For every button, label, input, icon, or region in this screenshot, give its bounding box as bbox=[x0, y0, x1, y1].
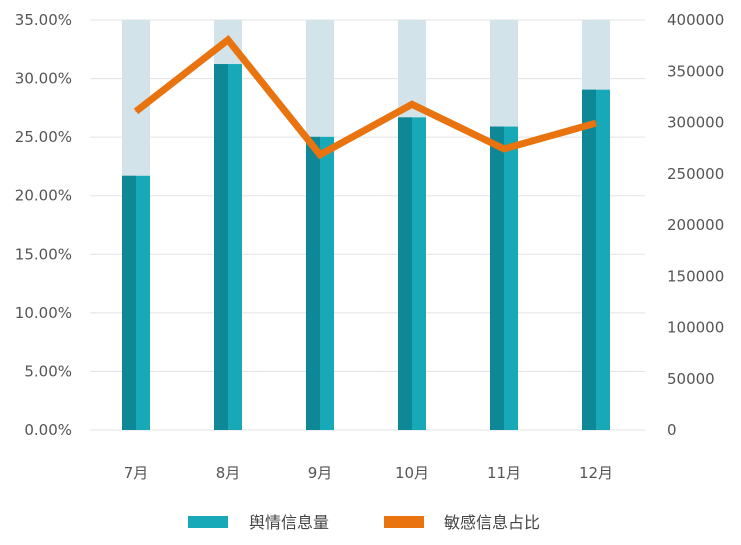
x-tick-label: 9月 bbox=[308, 464, 333, 482]
bar-shade bbox=[398, 117, 412, 430]
legend: 舆情信息量 敏感信息占比 bbox=[188, 513, 540, 532]
line-point bbox=[503, 148, 505, 150]
x-tick-label: 12月 bbox=[579, 464, 613, 482]
left-tick-label: 15.00% bbox=[15, 245, 72, 263]
line-point bbox=[319, 154, 321, 156]
bar-shade bbox=[582, 89, 596, 430]
left-tick-label: 25.00% bbox=[15, 128, 72, 146]
left-tick-label: 0.00% bbox=[24, 421, 72, 439]
x-axis: 7月 8月 9月 10月 11月 12月 bbox=[124, 464, 613, 482]
right-tick-label: 300000 bbox=[667, 114, 724, 132]
left-tick-label: 30.00% bbox=[15, 70, 72, 88]
legend-swatch-bar bbox=[188, 516, 228, 528]
legend-label-line: 敏感信息占比 bbox=[444, 513, 540, 532]
right-tick-label: 100000 bbox=[667, 319, 724, 337]
x-tick-label: 11月 bbox=[487, 464, 521, 482]
bar-shade bbox=[214, 64, 228, 430]
legend-swatch-line bbox=[384, 516, 424, 528]
right-tick-label: 400000 bbox=[667, 11, 724, 29]
bar-backgrounds bbox=[122, 20, 610, 430]
right-tick-label: 50000 bbox=[667, 370, 715, 388]
line-point bbox=[411, 103, 413, 105]
left-tick-label: 5.00% bbox=[24, 362, 72, 380]
bar-shade bbox=[306, 136, 320, 430]
line-point bbox=[595, 122, 597, 124]
bar-shade bbox=[122, 175, 136, 430]
ratio-line bbox=[133, 35, 597, 160]
left-y-axis: 0.00% 5.00% 10.00% 15.00% 20.00% 25.00% 30.00%… bbox=[15, 11, 72, 439]
right-tick-label: 250000 bbox=[667, 165, 724, 183]
right-tick-label: 0 bbox=[667, 421, 677, 439]
legend-label-bar: 舆情信息量 bbox=[249, 513, 329, 532]
line-point bbox=[227, 39, 229, 41]
x-tick-label: 8月 bbox=[216, 464, 241, 482]
line-series bbox=[133, 35, 597, 160]
left-tick-label: 10.00% bbox=[15, 304, 72, 322]
right-tick-label: 200000 bbox=[667, 216, 724, 234]
right-tick-label: 150000 bbox=[667, 267, 724, 285]
right-tick-label: 350000 bbox=[667, 62, 724, 80]
left-tick-label: 35.00% bbox=[15, 11, 72, 29]
x-tick-label: 10月 bbox=[395, 464, 429, 482]
right-y-axis: 0 50000 100000 150000 200000 250000 300000 3500… bbox=[667, 11, 724, 439]
bar-shade bbox=[490, 126, 504, 430]
bars bbox=[122, 64, 610, 430]
x-tick-label: 7月 bbox=[124, 464, 149, 482]
left-tick-label: 20.00% bbox=[15, 187, 72, 205]
line-point bbox=[135, 110, 137, 112]
